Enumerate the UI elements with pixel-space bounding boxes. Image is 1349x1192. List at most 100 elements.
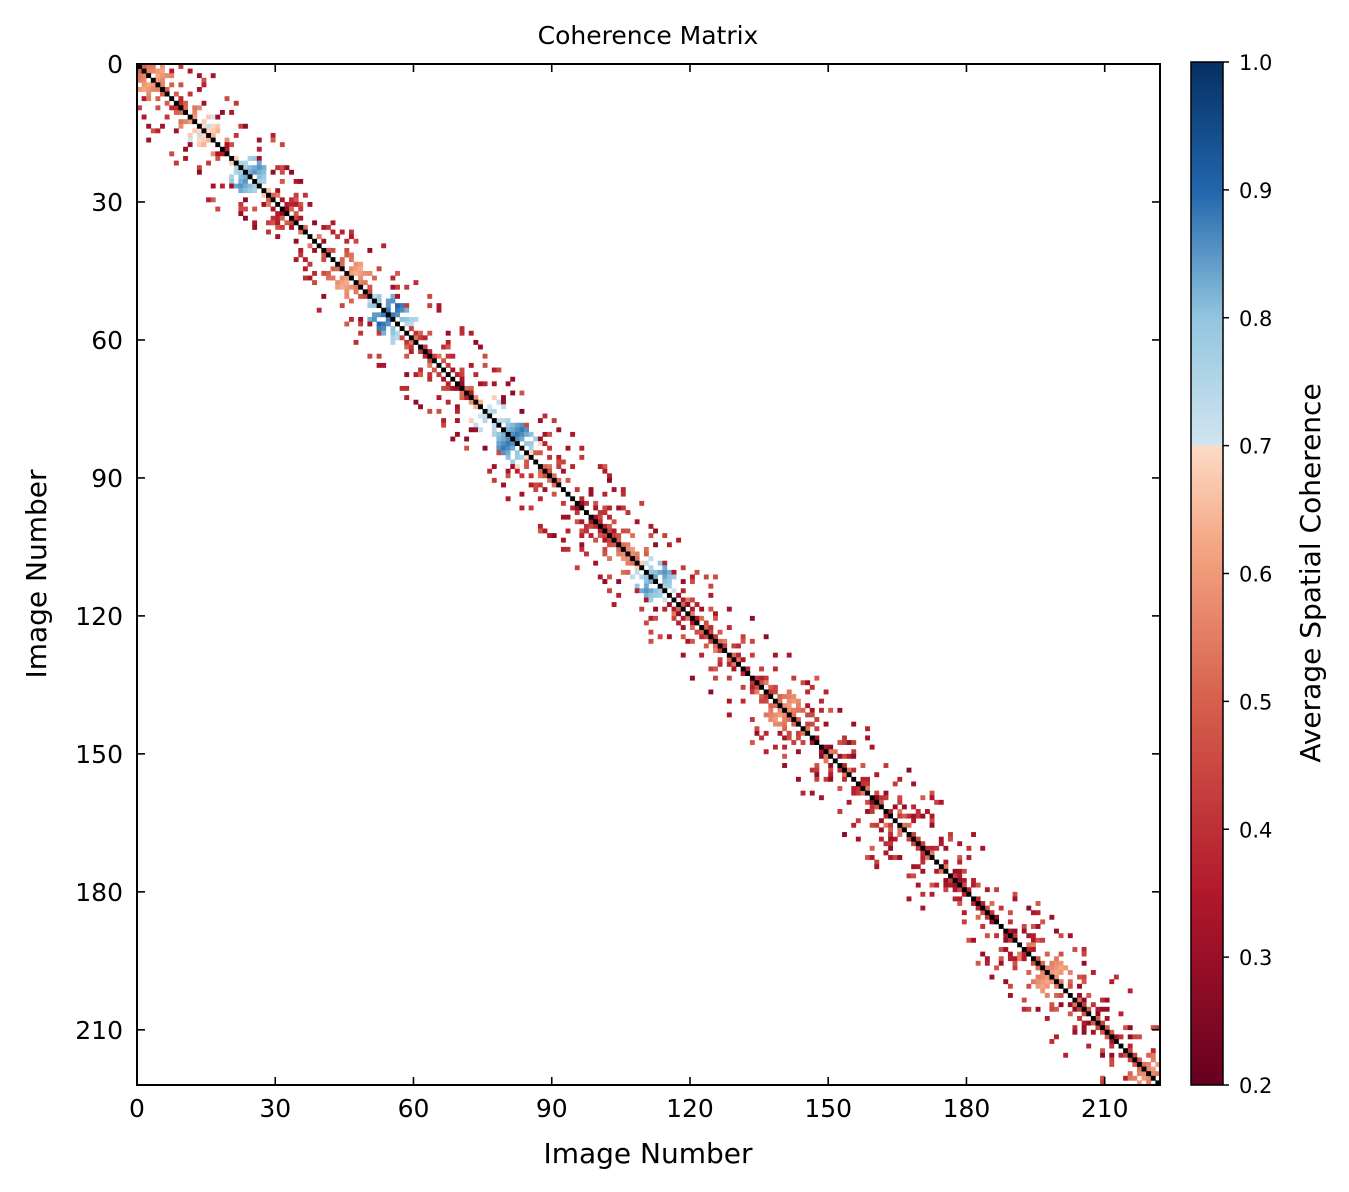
heatmap-cell	[348, 252, 354, 258]
heatmap-cell	[404, 353, 410, 359]
heatmap-cell	[593, 537, 599, 543]
heatmap-cell	[418, 330, 423, 336]
heatmap-cell	[275, 234, 281, 240]
heatmap-cell	[298, 252, 304, 258]
heatmap-cell	[1044, 993, 1050, 998]
heatmap-cell	[1100, 1029, 1105, 1035]
heatmap-cell	[906, 873, 912, 879]
heatmap-cell	[252, 155, 258, 161]
heatmap-cell	[643, 551, 649, 557]
heatmap-cell	[971, 882, 976, 888]
heatmap-cell	[1146, 1052, 1152, 1058]
heatmap-cell	[602, 551, 608, 557]
diagonal-cell	[878, 804, 884, 810]
heatmap-cell	[478, 344, 483, 350]
heatmap-cell	[759, 666, 764, 672]
diagonal-cell	[846, 772, 852, 778]
heatmap-cell	[524, 427, 529, 433]
heatmap-cell	[666, 579, 672, 584]
heatmap-cell	[860, 790, 866, 796]
heatmap-cell	[542, 431, 548, 437]
diagonal-cell	[643, 569, 649, 575]
diagonal-cell	[270, 197, 276, 203]
heatmap-cell	[846, 740, 852, 745]
heatmap-cell	[901, 822, 907, 828]
heatmap-cell	[210, 151, 216, 157]
heatmap-cell	[777, 707, 783, 713]
diagonal-cell	[210, 137, 216, 143]
heatmap-cell	[1040, 974, 1046, 980]
heatmap-cell	[1100, 1048, 1105, 1054]
heatmap-cell	[1113, 974, 1119, 980]
heatmap-cell	[957, 896, 963, 902]
heatmap-cell	[242, 183, 248, 189]
diagonal-cell	[736, 661, 741, 667]
diagonal-cell	[593, 519, 599, 525]
heatmap-cell	[772, 684, 778, 690]
heatmap-cell	[173, 105, 179, 111]
heatmap-cell	[201, 137, 207, 143]
heatmap-cell	[256, 178, 262, 184]
heatmap-cell	[929, 818, 935, 824]
heatmap-cell	[869, 809, 875, 814]
heatmap-cell	[671, 574, 677, 580]
diagonal-cell	[680, 606, 686, 612]
heatmap-cell	[196, 73, 202, 79]
heatmap-cell	[427, 376, 433, 382]
heatmap-cell	[911, 804, 917, 810]
heatmap-cell	[869, 799, 875, 805]
heatmap-cell	[938, 836, 944, 842]
heatmap-cell	[367, 321, 373, 327]
heatmap-cell	[772, 652, 778, 658]
heatmap-cell	[971, 937, 976, 943]
heatmap-cell	[726, 625, 732, 630]
heatmap-cell	[579, 519, 585, 525]
heatmap-cell	[989, 910, 995, 916]
diagonal-cell	[565, 491, 571, 497]
heatmap-cell	[791, 712, 797, 718]
heatmap-cell	[616, 533, 622, 539]
heatmap-cell	[367, 270, 373, 276]
heatmap-cell	[689, 611, 695, 617]
heatmap-cell	[819, 749, 824, 755]
heatmap-cell	[178, 82, 184, 88]
heatmap-cell	[657, 634, 663, 640]
heatmap-cell	[491, 477, 497, 483]
heatmap-cell	[1136, 1071, 1142, 1077]
heatmap-cell	[160, 77, 165, 83]
heatmap-cell	[427, 362, 433, 368]
diagonal-cell	[611, 537, 617, 543]
heatmap-cell	[454, 408, 460, 414]
heatmap-cell	[648, 533, 654, 539]
heatmap-cell	[975, 896, 981, 902]
heatmap-cell	[583, 500, 589, 506]
diagonal-cell	[376, 303, 382, 309]
diagonal-cell	[713, 638, 718, 644]
heatmap-cell	[745, 666, 751, 672]
heatmap-cell	[911, 864, 917, 870]
heatmap-cell	[261, 174, 267, 180]
heatmap-cell	[1063, 965, 1069, 971]
heatmap-cell	[344, 280, 350, 286]
heatmap-cell	[929, 845, 935, 851]
heatmap-cell	[307, 243, 313, 249]
heatmap-cell	[1049, 1006, 1055, 1012]
heatmap-cell	[445, 362, 451, 368]
heatmap-cell	[344, 275, 350, 281]
heatmap-cell	[201, 142, 207, 148]
heatmap-cell	[565, 477, 571, 483]
heatmap-cell	[399, 335, 405, 341]
heatmap-cell	[141, 87, 147, 92]
heatmap-cell	[321, 257, 327, 263]
heatmap-cell	[832, 749, 838, 755]
heatmap-cell	[1127, 1043, 1133, 1049]
heatmap-cell	[252, 165, 258, 171]
diagonal-cell	[602, 528, 608, 534]
heatmap-cell	[588, 533, 594, 539]
heatmap-cell	[602, 546, 608, 552]
diagonal-cell	[934, 859, 940, 865]
heatmap-cell	[491, 367, 497, 373]
heatmap-cell	[583, 551, 589, 557]
heatmap-cell	[634, 551, 640, 557]
heatmap-cell	[275, 192, 281, 198]
